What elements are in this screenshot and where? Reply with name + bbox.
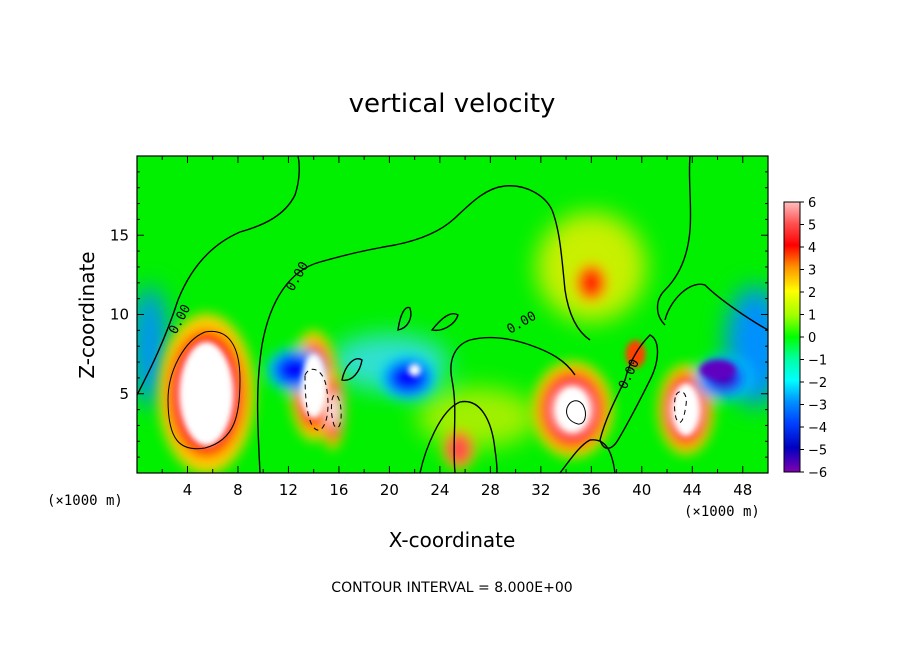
velocity-cell-down [380, 355, 437, 400]
zero-contour-lower [419, 400, 498, 473]
zero-contour-center [450, 336, 576, 473]
y-axis-ticks: 5 10 15 [110, 171, 768, 458]
x-tick-label: 12 [279, 481, 298, 499]
core-downdraft-1 [699, 359, 736, 380]
zero-contour-small4 [599, 334, 659, 449]
y-tick-label: 5 [119, 385, 129, 403]
positive-contour-1 [167, 330, 241, 450]
colorbar-tick-label: 5 [808, 219, 816, 234]
contour-labels: 0.00 0.00 0.00 0.00 [166, 259, 643, 391]
zero-contour-right [656, 156, 692, 326]
colorbar-tick-label: 6 [808, 196, 816, 211]
x-tick-label: 44 [683, 481, 702, 499]
zero-contour-bottom-right [559, 439, 616, 473]
colorbar-tick-label: −3 [808, 399, 827, 414]
x-unit-left: (×1000 m) [47, 493, 123, 509]
y-tick-label: 10 [110, 306, 129, 324]
negative-contour-1 [304, 368, 329, 431]
negative-contour-3 [674, 391, 687, 423]
negative-contour-2 [330, 394, 342, 429]
velocity-ring [327, 392, 338, 427]
zero-contour-right2 [664, 283, 768, 331]
core-updraft-1 [180, 341, 233, 446]
colorbar-tick-label: 2 [808, 286, 816, 301]
chart-title: vertical velocity [349, 89, 556, 119]
colorbar-tick-label: −2 [808, 376, 827, 391]
colorbar-tick-label: 0 [808, 331, 816, 346]
contour-interval-note: CONTOUR INTERVAL = 8.000E+00 [331, 580, 572, 596]
core-updraft-3 [301, 353, 326, 418]
x-unit-right: (×1000 m) [684, 504, 760, 520]
x-tick-label: 20 [380, 481, 399, 499]
core-updraft-2 [556, 387, 589, 432]
colorbar-tick-label: 3 [808, 264, 816, 279]
velocity-cell-up [575, 262, 608, 303]
velocity-cell-up [442, 429, 475, 470]
zero-contour-mid [256, 185, 591, 473]
x-tick-label: 16 [329, 481, 348, 499]
y-axis-label: Z-coordinate [75, 251, 99, 378]
x-tick-label: 28 [481, 481, 500, 499]
low-yellowgreen-region [417, 387, 538, 448]
zero-contour-small2 [430, 313, 459, 332]
small-updraft [408, 363, 421, 376]
x-axis-ticks: 4 8 12 16 20 24 28 32 36 40 44 48 [161, 156, 752, 499]
x-axis-label: X-coordinate [389, 528, 516, 552]
zero-contour-small1 [397, 306, 412, 331]
field-detail-layer [180, 340, 736, 446]
x-tick-label: 24 [430, 481, 449, 499]
velocity-ring [449, 437, 469, 462]
x-tick-label: 40 [632, 481, 651, 499]
zero-contour-main [137, 156, 300, 396]
colorbar-tick-label: 1 [808, 309, 816, 324]
x-tick-label: 36 [582, 481, 601, 499]
colorbar-tick-label: −4 [808, 421, 827, 436]
colorbar-tick-label: −5 [808, 444, 827, 459]
zero-contour-small3 [341, 358, 363, 381]
heatmap-field [137, 156, 768, 473]
colorbar [783, 201, 801, 473]
x-tick-label: 8 [233, 481, 243, 499]
core-updraft-4 [673, 383, 698, 436]
x-tick-label: 48 [733, 481, 752, 499]
contour-lines [137, 156, 768, 473]
x-tick-label: 32 [531, 481, 550, 499]
colorbar-ticks: 6 5 4 3 2 1 0 −1 −2 −3 −4 −5 −6 [800, 196, 827, 481]
y-tick-label: 15 [110, 226, 129, 244]
positive-contour-2 [566, 400, 586, 425]
velocity-ring [578, 266, 605, 299]
colorbar-tick-label: −6 [808, 466, 827, 481]
colorbar-tick-label: 4 [808, 241, 816, 256]
colorbar-tick-label: −1 [808, 354, 827, 369]
x-tick-label: 4 [183, 481, 193, 499]
